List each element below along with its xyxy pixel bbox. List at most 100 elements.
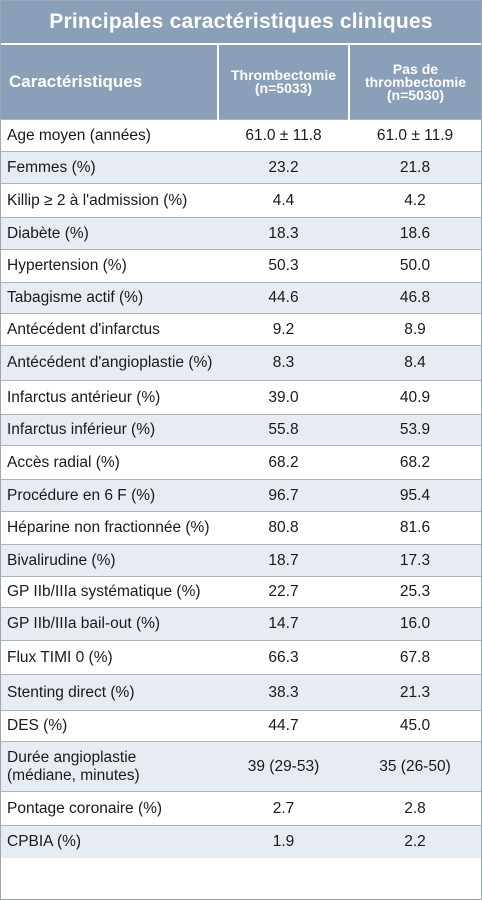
row-label: Infarctus antérieur (%) [1, 380, 218, 415]
no-thrombectomy-value: 35 (26-50) [349, 741, 481, 792]
row-label: Procédure en 6 F (%) [1, 479, 218, 512]
row-label: Durée angioplastie (médiane, minutes) [1, 741, 218, 792]
no-thrombectomy-value: 17.3 [349, 544, 481, 577]
no-thrombectomy-value: 2.2 [349, 825, 481, 858]
thrombectomy-value: 9.2 [218, 313, 349, 346]
thrombectomy-value: 50.3 [218, 249, 349, 283]
table-row: Durée angioplastie (médiane, minutes) 39 (… [1, 741, 481, 792]
table-row: Femmes (%) 23.2 21.8 [1, 151, 481, 184]
row-label: Pontage coronaire (%) [1, 791, 218, 826]
thrombectomy-value: 8.3 [218, 345, 349, 381]
thrombectomy-value: 38.3 [218, 674, 349, 711]
table-row: DES (%) 44.7 45.0 [1, 710, 481, 742]
no-thrombectomy-value: 68.2 [349, 445, 481, 480]
header-no-thrombectomy: Pas de thrombectomie (n=5030) [348, 43, 481, 120]
row-label-line-2: (médiane, minutes) [7, 766, 140, 784]
row-label-line-1: Durée angioplastie [7, 748, 137, 766]
table-row: Stenting direct (%) 38.3 21.3 [1, 674, 481, 711]
row-label: DES (%) [1, 710, 218, 742]
no-thrombectomy-value: 8.4 [349, 345, 481, 381]
table-row: Bivalirudine (%) 18.7 17.3 [1, 544, 481, 577]
row-label: Infarctus inférieur (%) [1, 414, 218, 446]
thrombectomy-value: 23.2 [218, 151, 349, 184]
row-label: GP IIb/IIIa systématique (%) [1, 576, 218, 608]
table-row: Tabagisme actif (%) 44.6 46.8 [1, 282, 481, 314]
no-thrombectomy-value: 21.8 [349, 151, 481, 184]
table-row: GP IIb/IIIa bail-out (%) 14.7 16.0 [1, 607, 481, 641]
no-thrombectomy-value: 16.0 [349, 607, 481, 641]
thrombectomy-value: 39 (29-53) [218, 741, 349, 792]
thrombectomy-value: 66.3 [218, 640, 349, 675]
thrombectomy-value: 68.2 [218, 445, 349, 480]
row-label: Age moyen (années) [1, 119, 218, 152]
no-thrombectomy-value: 8.9 [349, 313, 481, 346]
row-label: Antécédent d'infarctus [1, 313, 218, 346]
thrombectomy-value: 14.7 [218, 607, 349, 641]
no-thrombectomy-value: 21.3 [349, 674, 481, 711]
row-label: Stenting direct (%) [1, 674, 218, 711]
row-label: Femmes (%) [1, 151, 218, 184]
row-label: Héparine non fractionnée (%) [1, 511, 218, 545]
header-no-thrombectomy-label-2: thrombectomie [364, 73, 467, 90]
row-label: GP IIb/IIIa bail-out (%) [1, 607, 218, 641]
header-no-thrombectomy-label-1: Pas de [392, 60, 439, 77]
thrombectomy-value: 4.4 [218, 183, 349, 218]
no-thrombectomy-value: 25.3 [349, 576, 481, 608]
table-row: CPBIA (%) 1.9 2.2 [1, 825, 481, 858]
no-thrombectomy-value: 40.9 [349, 380, 481, 415]
table-row: Age moyen (années) 61.0 ± 11.8 61.0 ± 11.9 [1, 119, 481, 152]
table-row: Infarctus inférieur (%) 55.8 53.9 [1, 414, 481, 446]
table-row: Killip ≥ 2 à l'admission (%) 4.4 4.2 [1, 183, 481, 218]
no-thrombectomy-value: 95.4 [349, 479, 481, 512]
no-thrombectomy-value: 18.6 [349, 217, 481, 250]
thrombectomy-value: 44.6 [218, 282, 349, 314]
table-row: GP IIb/IIIa systématique (%) 22.7 25.3 [1, 576, 481, 608]
row-label: Tabagisme actif (%) [1, 282, 218, 314]
no-thrombectomy-value: 53.9 [349, 414, 481, 446]
header-thrombectomy: Thrombectomie (n=5033) [217, 43, 349, 120]
thrombectomy-value: 1.9 [218, 825, 349, 858]
no-thrombectomy-value: 61.0 ± 11.9 [349, 119, 481, 152]
characteristics-table: Caractéristiques Thrombectomie (n=5033) … [1, 43, 481, 858]
header-thrombectomy-label: Thrombectomie [230, 67, 336, 83]
thrombectomy-value: 55.8 [218, 414, 349, 446]
row-label: Diabète (%) [1, 217, 218, 250]
header-no-thrombectomy-count: (n=5030) [386, 86, 445, 103]
no-thrombectomy-value: 81.6 [349, 511, 481, 545]
thrombectomy-value: 39.0 [218, 380, 349, 415]
table-body: Age moyen (années) 61.0 ± 11.8 61.0 ± 11.9… [1, 119, 481, 858]
no-thrombectomy-value: 4.2 [349, 183, 481, 218]
header-thrombectomy-count: (n=5033) [254, 80, 313, 96]
no-thrombectomy-value: 50.0 [349, 249, 481, 283]
thrombectomy-value: 44.7 [218, 710, 349, 742]
table-row: Infarctus antérieur (%) 39.0 40.9 [1, 380, 481, 415]
no-thrombectomy-value: 2.8 [349, 791, 481, 826]
table-row: Flux TIMI 0 (%) 66.3 67.8 [1, 640, 481, 675]
row-label: Hypertension (%) [1, 249, 218, 283]
row-label: CPBIA (%) [1, 825, 218, 858]
row-label: Flux TIMI 0 (%) [1, 640, 218, 675]
row-label: Bivalirudine (%) [1, 544, 218, 577]
row-label: Accès radial (%) [1, 445, 218, 480]
no-thrombectomy-value: 45.0 [349, 710, 481, 742]
table-row: Procédure en 6 F (%) 96.7 95.4 [1, 479, 481, 512]
table-title: Principales caractéristiques cliniques [1, 1, 481, 43]
no-thrombectomy-value: 67.8 [349, 640, 481, 675]
table-row: Diabète (%) 18.3 18.6 [1, 217, 481, 250]
thrombectomy-value: 96.7 [218, 479, 349, 512]
table-row: Antécédent d'angioplastie (%) 8.3 8.4 [1, 345, 481, 381]
thrombectomy-value: 80.8 [218, 511, 349, 545]
no-thrombectomy-value: 46.8 [349, 282, 481, 314]
thrombectomy-value: 22.7 [218, 576, 349, 608]
table-row: Accès radial (%) 68.2 68.2 [1, 445, 481, 480]
table-header-row: Caractéristiques Thrombectomie (n=5033) … [1, 43, 481, 120]
thrombectomy-value: 18.3 [218, 217, 349, 250]
thrombectomy-value: 2.7 [218, 791, 349, 826]
table-row: Hypertension (%) 50.3 50.0 [1, 249, 481, 283]
table-row: Pontage coronaire (%) 2.7 2.8 [1, 791, 481, 826]
table-row: Antécédent d'infarctus 9.2 8.9 [1, 313, 481, 346]
header-characteristics: Caractéristiques [1, 43, 218, 120]
row-label: Killip ≥ 2 à l'admission (%) [1, 183, 218, 218]
thrombectomy-value: 61.0 ± 11.8 [218, 119, 349, 152]
